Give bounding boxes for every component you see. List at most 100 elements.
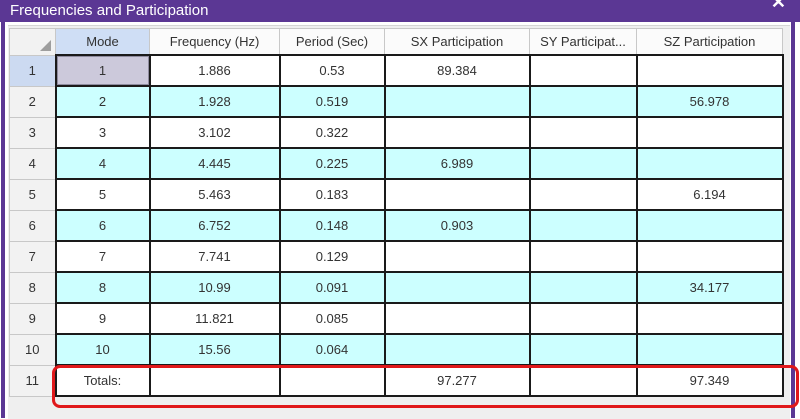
- period-cell[interactable]: 0.064: [280, 334, 385, 365]
- row-header[interactable]: 3: [10, 117, 56, 148]
- window-frame-left: [1, 22, 5, 418]
- column-header-mode[interactable]: Mode: [56, 29, 150, 56]
- sy-cell[interactable]: [530, 334, 637, 365]
- period-cell[interactable]: 0.148: [280, 210, 385, 241]
- sy-cell[interactable]: [530, 148, 637, 179]
- data-grid: Mode Frequency (Hz) Period (Sec) SX Part…: [8, 25, 790, 419]
- frequency-cell[interactable]: 4.445: [150, 148, 280, 179]
- sy-cell[interactable]: [530, 210, 637, 241]
- period-cell[interactable]: 0.091: [280, 272, 385, 303]
- frequency-cell[interactable]: 15.56: [150, 334, 280, 365]
- mode-cell[interactable]: 4: [56, 148, 150, 179]
- table-row: 8 8 10.99 0.091 34.177: [10, 272, 783, 303]
- sy-total-cell[interactable]: [530, 365, 637, 396]
- table-row: 1 1 1.886 0.53 89.384: [10, 55, 783, 86]
- select-all-corner-cell[interactable]: [10, 29, 56, 56]
- period-cell[interactable]: 0.519: [280, 86, 385, 117]
- row-header[interactable]: 7: [10, 241, 56, 272]
- frequency-cell[interactable]: 7.741: [150, 241, 280, 272]
- sz-cell[interactable]: 34.177: [637, 272, 783, 303]
- table-row: 3 3 3.102 0.322: [10, 117, 783, 148]
- sx-total-cell[interactable]: 97.277: [385, 365, 530, 396]
- sy-cell[interactable]: [530, 179, 637, 210]
- table-row: 2 2 1.928 0.519 56.978: [10, 86, 783, 117]
- table-row: 9 9 11.821 0.085: [10, 303, 783, 334]
- sy-cell[interactable]: [530, 55, 637, 86]
- sz-cell[interactable]: 56.978: [637, 86, 783, 117]
- sx-cell[interactable]: 0.903: [385, 210, 530, 241]
- mode-cell[interactable]: 2: [56, 86, 150, 117]
- table-row: 4 4 4.445 0.225 6.989: [10, 148, 783, 179]
- row-header[interactable]: 2: [10, 86, 56, 117]
- sz-cell[interactable]: [637, 303, 783, 334]
- sx-cell[interactable]: 6.989: [385, 148, 530, 179]
- sy-cell[interactable]: [530, 303, 637, 334]
- frequency-cell[interactable]: 1.928: [150, 86, 280, 117]
- column-header-sz-participation[interactable]: SZ Participation: [637, 29, 783, 56]
- row-header[interactable]: 6: [10, 210, 56, 241]
- period-cell[interactable]: [280, 365, 385, 396]
- sx-cell[interactable]: [385, 334, 530, 365]
- mode-cell[interactable]: 8: [56, 272, 150, 303]
- period-cell[interactable]: 0.53: [280, 55, 385, 86]
- table-row: 10 10 15.56 0.064: [10, 334, 783, 365]
- header-row: Mode Frequency (Hz) Period (Sec) SX Part…: [10, 29, 783, 56]
- column-header-frequency[interactable]: Frequency (Hz): [150, 29, 280, 56]
- sy-cell[interactable]: [530, 117, 637, 148]
- sx-cell[interactable]: [385, 272, 530, 303]
- row-header[interactable]: 5: [10, 179, 56, 210]
- period-cell[interactable]: 0.129: [280, 241, 385, 272]
- frequency-cell[interactable]: 1.886: [150, 55, 280, 86]
- mode-cell-selected[interactable]: 1: [56, 55, 150, 86]
- frequency-cell[interactable]: 5.463: [150, 179, 280, 210]
- row-header[interactable]: 4: [10, 148, 56, 179]
- column-header-sy-participation[interactable]: SY Participat...: [530, 29, 637, 56]
- sz-total-cell[interactable]: 97.349: [637, 365, 783, 396]
- row-header[interactable]: 8: [10, 272, 56, 303]
- sx-cell[interactable]: 89.384: [385, 55, 530, 86]
- mode-cell[interactable]: 10: [56, 334, 150, 365]
- column-header-sx-participation[interactable]: SX Participation: [385, 29, 530, 56]
- sx-cell[interactable]: [385, 179, 530, 210]
- mode-cell[interactable]: 3: [56, 117, 150, 148]
- mode-cell[interactable]: 7: [56, 241, 150, 272]
- row-header[interactable]: 11: [10, 365, 56, 396]
- sz-cell[interactable]: [637, 55, 783, 86]
- column-header-period[interactable]: Period (Sec): [280, 29, 385, 56]
- frequency-cell[interactable]: 10.99: [150, 272, 280, 303]
- title-bar[interactable]: Frequencies and Participation ✕: [0, 0, 800, 22]
- frequency-cell[interactable]: [150, 365, 280, 396]
- totals-row: 11 Totals: 97.277 97.349: [10, 365, 783, 396]
- sy-cell[interactable]: [530, 241, 637, 272]
- sz-cell[interactable]: [637, 241, 783, 272]
- results-table: Mode Frequency (Hz) Period (Sec) SX Part…: [9, 28, 784, 397]
- period-cell[interactable]: 0.085: [280, 303, 385, 334]
- row-header[interactable]: 1: [10, 55, 56, 86]
- row-header[interactable]: 9: [10, 303, 56, 334]
- close-icon[interactable]: ✕: [771, 0, 786, 13]
- sz-cell[interactable]: [637, 334, 783, 365]
- sz-cell[interactable]: [637, 148, 783, 179]
- sx-cell[interactable]: [385, 86, 530, 117]
- mode-cell[interactable]: 9: [56, 303, 150, 334]
- sy-cell[interactable]: [530, 272, 637, 303]
- sx-cell[interactable]: [385, 303, 530, 334]
- frequency-cell[interactable]: 3.102: [150, 117, 280, 148]
- window-frame-right: [791, 22, 795, 418]
- sz-cell[interactable]: 6.194: [637, 179, 783, 210]
- frequency-cell[interactable]: 6.752: [150, 210, 280, 241]
- row-header[interactable]: 10: [10, 334, 56, 365]
- sy-cell[interactable]: [530, 86, 637, 117]
- period-cell[interactable]: 0.322: [280, 117, 385, 148]
- totals-label-cell[interactable]: Totals:: [56, 365, 150, 396]
- mode-cell[interactable]: 5: [56, 179, 150, 210]
- period-cell[interactable]: 0.225: [280, 148, 385, 179]
- sz-cell[interactable]: [637, 117, 783, 148]
- sz-cell[interactable]: [637, 210, 783, 241]
- sx-cell[interactable]: [385, 117, 530, 148]
- sx-cell[interactable]: [385, 241, 530, 272]
- mode-cell[interactable]: 6: [56, 210, 150, 241]
- frequency-cell[interactable]: 11.821: [150, 303, 280, 334]
- period-cell[interactable]: 0.183: [280, 179, 385, 210]
